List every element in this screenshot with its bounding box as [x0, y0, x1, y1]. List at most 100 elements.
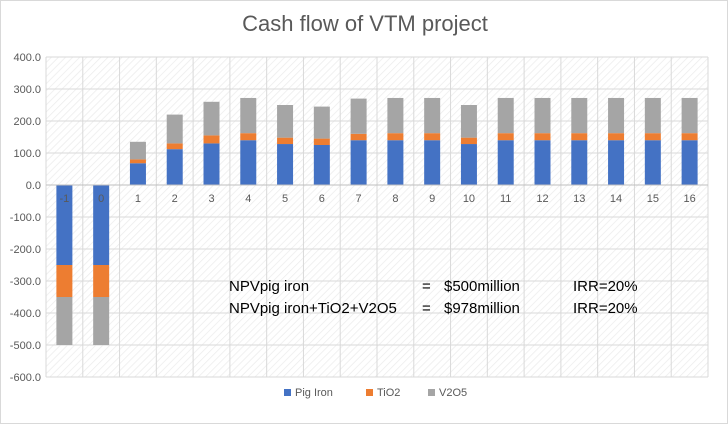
bar-segment-v2o5 [93, 297, 110, 345]
bar-segment-tio2 [681, 133, 698, 141]
annotation-label: NPVpig iron [229, 278, 309, 295]
bar-segment-tio2 [240, 133, 257, 141]
y-tick-label: -200.0 [10, 244, 41, 256]
bar-segment-pig-iron [56, 185, 73, 265]
bar-segment-v2o5 [644, 97, 661, 134]
bar-segment-v2o5 [497, 97, 514, 134]
legend-swatch [428, 389, 435, 396]
bar-segment-pig-iron [313, 145, 330, 185]
bar-segment-v2o5 [129, 141, 146, 160]
bar-segment-v2o5 [387, 97, 404, 134]
bar-segment-tio2 [497, 133, 514, 141]
bar-segment-pig-iron [608, 140, 625, 185]
bar-segment-pig-iron [497, 140, 514, 185]
bar-segment-tio2 [424, 133, 441, 141]
y-tick-label: 300.0 [13, 84, 41, 96]
bar-segment-tio2 [313, 138, 330, 145]
y-tick-label: 200.0 [13, 116, 41, 128]
annotation-irr: IRR=20% [573, 300, 638, 317]
y-tick-label: 100.0 [13, 148, 41, 160]
bar-segment-tio2 [129, 159, 146, 164]
bar-segment-v2o5 [534, 97, 551, 134]
x-tick-label: 4 [245, 193, 251, 205]
x-tick-label: 12 [536, 193, 548, 205]
bar-segment-pig-iron [387, 140, 404, 185]
bar-segment-tio2 [571, 133, 588, 141]
y-tick-label: -500.0 [10, 340, 41, 352]
x-tick-label: 16 [683, 193, 695, 205]
bar-segment-pig-iron [534, 140, 551, 185]
y-tick-label: -400.0 [10, 308, 41, 320]
legend-swatch [284, 389, 291, 396]
annotation-irr: IRR=20% [573, 278, 638, 295]
x-tick-label: 7 [356, 193, 362, 205]
legend-label: Pig Iron [295, 387, 333, 399]
bar-segment-v2o5 [203, 101, 220, 136]
bar-segment-tio2 [608, 133, 625, 141]
x-tick-label: 15 [647, 193, 659, 205]
x-tick-label: 10 [463, 193, 475, 205]
bar-segment-pig-iron [350, 140, 367, 185]
bar-segment-tio2 [277, 137, 294, 145]
annotation-npv: $978million [444, 300, 520, 317]
bar-segment-v2o5 [350, 98, 367, 134]
bar-segment-v2o5 [56, 297, 73, 345]
bar-segment-pig-iron [424, 140, 441, 185]
bar-segment-pig-iron [644, 140, 661, 185]
x-tick-label: 1 [135, 193, 141, 205]
bar-segment-pig-iron [681, 140, 698, 185]
y-tick-label: 0.0 [26, 180, 41, 192]
bar-segment-tio2 [534, 133, 551, 141]
y-tick-label: -600.0 [10, 372, 41, 384]
bar-segment-tio2 [460, 137, 477, 145]
bar-segment-tio2 [387, 133, 404, 141]
bar-segment-v2o5 [313, 106, 330, 139]
bar-segment-pig-iron [129, 163, 146, 185]
x-tick-label: 0 [98, 193, 104, 205]
y-tick-label: -100.0 [10, 212, 41, 224]
annotation-equals: = [422, 300, 431, 317]
x-tick-label: 13 [573, 193, 585, 205]
bar-segment-pig-iron [571, 140, 588, 185]
bar-segment-v2o5 [424, 97, 441, 134]
bar-segment-v2o5 [277, 105, 294, 138]
chart-title: Cash flow of VTM project [242, 11, 488, 36]
legend-label: TiO2 [377, 387, 400, 399]
bar-segment-tio2 [644, 133, 661, 141]
bar-segment-pig-iron [166, 149, 183, 185]
y-tick-label: -300.0 [10, 276, 41, 288]
bar-segment-tio2 [93, 265, 110, 297]
bar-segment-tio2 [203, 135, 220, 144]
annotation-npv: $500million [444, 278, 520, 295]
bar-segment-v2o5 [460, 105, 477, 138]
y-tick-label: 400.0 [13, 52, 41, 64]
bar-segment-pig-iron [460, 144, 477, 185]
x-tick-label: 2 [172, 193, 178, 205]
bar-segment-pig-iron [93, 185, 110, 265]
x-tick-label: 14 [610, 193, 622, 205]
bar-segment-tio2 [350, 133, 367, 141]
x-tick-label: 8 [392, 193, 398, 205]
bar-segment-pig-iron [203, 143, 220, 185]
annotation-equals: = [422, 278, 431, 295]
x-tick-label: 6 [319, 193, 325, 205]
legend-label: V2O5 [439, 387, 467, 399]
x-tick-label: 3 [208, 193, 214, 205]
legend-swatch [366, 389, 373, 396]
bar-segment-v2o5 [166, 114, 183, 144]
x-tick-label: -1 [59, 193, 69, 205]
bar-segment-v2o5 [240, 97, 257, 134]
bar-segment-pig-iron [240, 140, 257, 185]
x-tick-label: 5 [282, 193, 288, 205]
annotation-label: NPVpig iron+TiO2+V2O5 [229, 300, 397, 317]
bar-segment-pig-iron [277, 144, 294, 185]
x-tick-label: 9 [429, 193, 435, 205]
bar-segment-v2o5 [608, 97, 625, 134]
bar-segment-tio2 [56, 265, 73, 297]
bar-segment-v2o5 [571, 97, 588, 134]
x-tick-label: 11 [500, 193, 511, 205]
bar-segment-v2o5 [681, 97, 698, 134]
bar-segment-tio2 [166, 143, 183, 150]
